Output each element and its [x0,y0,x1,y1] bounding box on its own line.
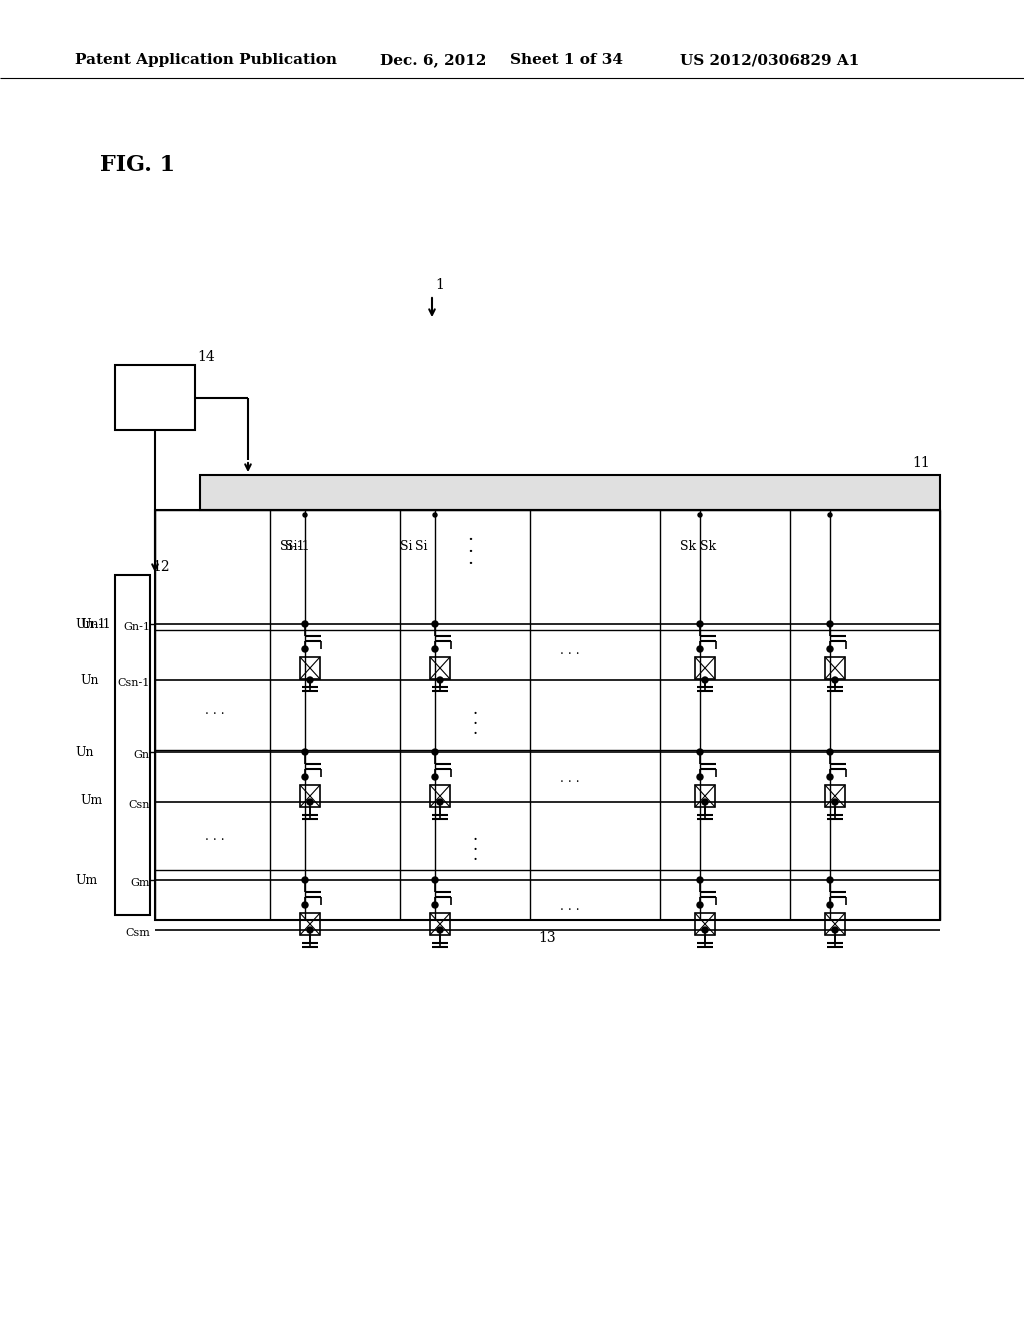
Circle shape [702,927,708,933]
Circle shape [307,799,313,805]
Text: ·: · [472,706,477,723]
Text: Sk: Sk [700,540,716,553]
Bar [430,657,450,678]
Text: · · ·: · · · [560,648,580,660]
Text: Si-1: Si-1 [285,540,309,553]
Circle shape [303,513,307,517]
Circle shape [827,774,833,780]
Circle shape [827,748,833,755]
Circle shape [827,620,833,627]
Bar [115,576,150,915]
Text: ·: · [472,842,477,858]
Text: · · ·: · · · [205,833,225,846]
Circle shape [302,645,308,652]
Circle shape [302,748,308,755]
Text: 13: 13 [539,931,556,945]
Text: · · ·: · · · [205,709,225,722]
Text: Sk: Sk [680,540,696,553]
Circle shape [702,677,708,682]
Text: Um: Um [80,793,102,807]
Bar [825,785,845,807]
Circle shape [831,927,838,933]
Circle shape [697,748,703,755]
Text: 1: 1 [435,279,443,292]
Bar [300,785,319,807]
Text: Gn: Gn [134,750,150,760]
Text: Gn-1: Gn-1 [123,622,150,632]
Text: Si-1: Si-1 [280,540,304,553]
Circle shape [827,876,833,883]
Text: ·: · [472,717,477,734]
Circle shape [831,677,838,682]
Text: Sheet 1 of 34: Sheet 1 of 34 [510,53,623,67]
Circle shape [437,677,443,682]
Bar [300,913,319,935]
Bar [695,657,715,678]
Bar [695,913,715,935]
Circle shape [697,902,703,908]
Bar [825,913,845,935]
Text: Patent Application Publication: Patent Application Publication [75,53,337,67]
Circle shape [697,620,703,627]
Text: 14: 14 [197,350,215,364]
Circle shape [697,774,703,780]
Text: 12: 12 [152,560,170,574]
Text: Csm: Csm [125,928,150,939]
Circle shape [437,927,443,933]
Text: Um: Um [75,874,97,887]
Circle shape [432,774,438,780]
Bar [430,913,450,935]
Circle shape [828,513,831,517]
Text: ·: · [467,543,473,561]
Circle shape [302,876,308,883]
Circle shape [432,876,438,883]
Text: · · ·: · · · [560,776,580,788]
Text: ·: · [467,554,473,573]
Circle shape [432,748,438,755]
Bar [825,657,845,678]
Text: US 2012/0306829 A1: US 2012/0306829 A1 [680,53,859,67]
Bar [155,510,940,920]
Bar [200,475,940,510]
Text: · · ·: · · · [560,903,580,916]
Bar [300,657,319,678]
Bar [695,785,715,807]
Circle shape [302,620,308,627]
Circle shape [831,799,838,805]
Bar [430,785,450,807]
Circle shape [302,774,308,780]
Bar [115,366,195,430]
Circle shape [698,513,702,517]
Text: Un-1: Un-1 [80,619,111,631]
Circle shape [702,799,708,805]
Circle shape [307,927,313,933]
Circle shape [697,876,703,883]
Text: ·: · [472,851,477,869]
Text: Un-1: Un-1 [75,618,105,631]
Text: FIG. 1: FIG. 1 [100,154,175,176]
Circle shape [827,645,833,652]
Text: ·: · [472,832,477,849]
Text: ·: · [467,531,473,549]
Circle shape [697,645,703,652]
Text: Un: Un [75,746,93,759]
Text: Csn: Csn [128,800,150,810]
Text: Si: Si [400,540,413,553]
Circle shape [827,902,833,908]
Text: Dec. 6, 2012: Dec. 6, 2012 [380,53,486,67]
Text: Csn-1: Csn-1 [118,678,150,688]
Text: Un: Un [80,673,98,686]
Text: 11: 11 [912,455,930,470]
Circle shape [433,513,437,517]
Circle shape [302,902,308,908]
Circle shape [307,677,313,682]
Circle shape [432,902,438,908]
Text: Si: Si [415,540,427,553]
Text: ·: · [472,726,477,743]
Circle shape [437,799,443,805]
Circle shape [432,620,438,627]
Circle shape [432,645,438,652]
Text: Gm: Gm [130,878,150,888]
